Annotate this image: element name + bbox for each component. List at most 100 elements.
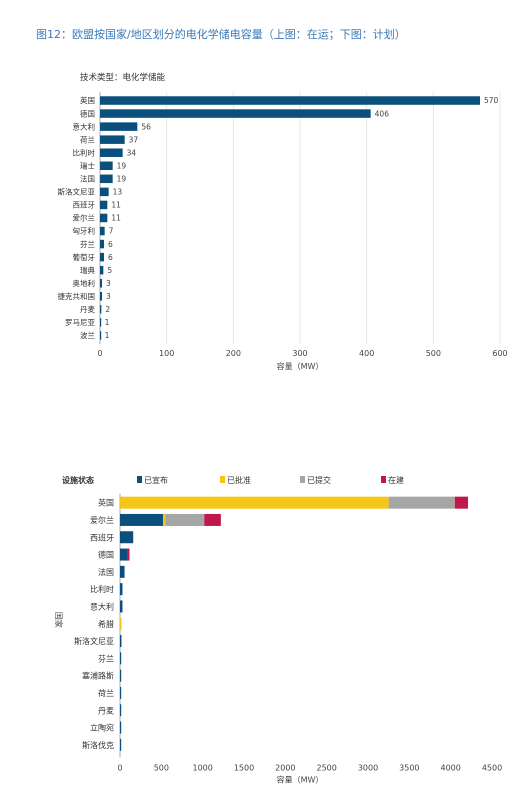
chart2-category-label: 意大利 (90, 601, 114, 611)
chart2-x-tick: 4500 (482, 764, 502, 773)
chart2-bar-segment (388, 496, 455, 509)
chart2-y-axis-label: 国家 (54, 612, 64, 628)
chart1-category-label: 意大利 (73, 121, 96, 131)
chart1-bar (100, 161, 113, 171)
chart2-x-tick: 3000 (358, 764, 378, 773)
chart1-category-label: 爱尔兰 (73, 213, 96, 223)
chart1-category-label: 葡萄牙 (73, 252, 96, 262)
chart2-bar-segment (120, 738, 122, 751)
chart2-bar-segment (120, 496, 389, 509)
chart1-bar (100, 122, 138, 131)
chart1-bar (100, 200, 108, 210)
chart2-bar-segment (127, 548, 130, 561)
chart1-bar (100, 265, 104, 275)
chart2-bar-segment (120, 704, 122, 717)
chart2-legend-label: 已批准 (227, 475, 251, 485)
chart1-category-label: 德国 (80, 108, 95, 118)
chart2-bar-segment (120, 548, 128, 561)
chart1-x-tick: 0 (97, 349, 102, 358)
chart1-data-label: 11 (111, 201, 121, 210)
chart2-category-label: 爱尔兰 (90, 515, 114, 525)
chart2-x-tick: 2000 (275, 764, 295, 773)
chart2-bar-segment (120, 583, 123, 596)
figure-title: 图12：欧盟按国家/地区划分的电化学储电容量（上图：在运；下图：计划） (36, 28, 406, 41)
chart1-x-tick: 600 (492, 349, 507, 358)
chart2-category-label: 法国 (98, 567, 114, 577)
chart1-data-label: 570 (484, 96, 499, 105)
chart2-x-axis-label: 容量（MW） (277, 775, 324, 785)
chart1-data-label: 6 (108, 253, 113, 262)
chart1-x-tick: 100 (159, 349, 174, 358)
chart2-category-label: 斯洛伐克 (82, 740, 114, 750)
chart1-bar (100, 305, 102, 314)
chart1-data-label: 3 (106, 292, 111, 301)
chart1-data-label: 56 (141, 122, 151, 131)
chart1-data-label: 6 (108, 240, 113, 249)
chart2-legend-title: 设施状态 (62, 475, 94, 485)
chart2-bar-segment (120, 565, 125, 578)
chart2-category-label: 希腊 (98, 619, 114, 629)
chart1-x-tick: 200 (226, 349, 241, 358)
chart1-category-label: 法国 (80, 174, 95, 184)
chart2-x-tick: 1500 (234, 764, 254, 773)
chart1-bar (100, 252, 104, 262)
chart2-bar-segment (120, 635, 122, 648)
chart2-bar-segment (120, 721, 122, 734)
chart2-bar-segment (120, 652, 122, 665)
chart2-bar-segment (120, 686, 122, 699)
chart2-x-tick: 4000 (440, 764, 460, 773)
chart1-category-label: 英国 (80, 95, 95, 105)
chart1-category-label: 斯洛文尼亚 (58, 187, 96, 197)
chart2-category-label: 塞浦路斯 (82, 671, 114, 681)
chart1-data-label: 3 (106, 279, 111, 288)
chart1-x-tick: 500 (426, 349, 441, 358)
chart1-data-label: 1 (105, 318, 110, 327)
chart2-x-tick: 2500 (316, 764, 336, 773)
chart2-category-label: 德国 (98, 550, 114, 560)
chart2-legend-label: 已宣布 (144, 475, 168, 485)
chart1-category-label: 罗马尼亚 (65, 318, 95, 327)
chart2-x-tick: 1000 (192, 764, 212, 773)
chart1-data-label: 19 (117, 161, 127, 170)
chart2-bar-segment (120, 531, 134, 544)
chart1-data-label: 34 (127, 148, 137, 157)
chart1-category-label: 波兰 (80, 330, 95, 340)
chart2-bar-segment (120, 600, 123, 613)
chart2-x-tick: 0 (117, 764, 122, 773)
chart1-category-label: 丹麦 (80, 304, 95, 314)
chart2-bar-segment (162, 513, 166, 526)
chart1-data-label: 13 (113, 188, 123, 197)
chart2-bar-segment (204, 513, 221, 526)
chart2-category-label: 西班牙 (90, 532, 114, 542)
chart1-bar (100, 213, 108, 223)
chart1-bar (100, 278, 102, 288)
chart1-bar (100, 292, 102, 301)
chart1-data-label: 7 (109, 227, 114, 236)
chart1-bar (100, 239, 104, 249)
chart1-data-label: 37 (129, 135, 139, 144)
chart1-x-axis-label: 容量（MW） (277, 361, 324, 371)
chart1-x-tick: 300 (292, 349, 307, 358)
chart2-legend-label: 已提交 (307, 475, 331, 485)
chart2-category-label: 荷兰 (98, 688, 114, 698)
chart1-bar (100, 187, 109, 197)
chart1-bar (100, 96, 480, 105)
chart1-data-label: 2 (105, 305, 110, 314)
chart2-category-label: 英国 (98, 498, 114, 508)
chart2-bar-segment (120, 513, 163, 526)
chart1-data-label: 1 (105, 331, 110, 340)
chart1-bar (100, 135, 125, 144)
chart1-bar (100, 174, 113, 184)
chart1-category-label: 瑞典 (80, 265, 95, 275)
chart1-bar (100, 226, 105, 236)
chart2-x-tick: 3500 (399, 764, 419, 773)
chart1-category-label: 匈牙利 (73, 226, 96, 236)
chart2-bar-segment (120, 669, 122, 682)
chart1-category-label: 西班牙 (73, 200, 96, 210)
chart2-bar-segment (120, 617, 122, 630)
chart1-data-label: 19 (117, 175, 127, 184)
chart2-category-label: 立陶宛 (90, 723, 114, 733)
chart1-category-label: 比利时 (73, 147, 96, 157)
chart2-category-label: 比利时 (90, 584, 114, 594)
